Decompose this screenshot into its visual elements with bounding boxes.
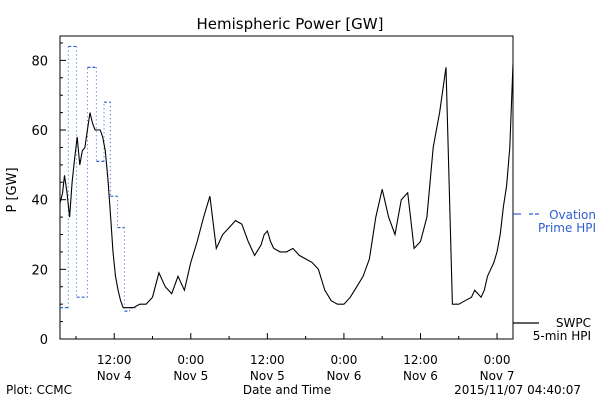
legend-ovation-label-1: Ovation xyxy=(549,208,596,222)
x-tick-time: 12:00 xyxy=(250,353,285,367)
legend-swpc-label-1: SWPC xyxy=(556,316,591,330)
swpc-series-line xyxy=(59,63,514,309)
y-tick-label: 60 xyxy=(31,124,48,139)
y-tick-label: 0 xyxy=(40,333,48,348)
x-tick-time: 12:00 xyxy=(403,353,438,367)
x-tick-time: 12:00 xyxy=(97,353,132,367)
legend-swpc-label-2: 5-min HPI xyxy=(533,329,591,343)
y-axis-label: P [GW] xyxy=(5,167,20,212)
x-tick-date: Nov 6 xyxy=(403,369,438,383)
x-tick-date: Nov 5 xyxy=(173,369,208,383)
x-tick-date: Nov 4 xyxy=(97,369,132,383)
x-tick-date: Nov 6 xyxy=(326,369,361,383)
plot-frame xyxy=(59,35,514,340)
series-layer xyxy=(59,45,514,312)
chart-title: Hemispheric Power [GW] xyxy=(197,15,384,33)
footer-timestamp: 2015/11/07 04:40:07 xyxy=(454,383,581,397)
x-tick-date: Nov 7 xyxy=(480,369,515,383)
y-tick-label: 40 xyxy=(31,194,48,209)
x-axis-label: Date and Time xyxy=(243,383,331,397)
x-tick-time: 0:00 xyxy=(330,353,357,367)
footer-plot-credit: Plot: CCMC xyxy=(6,383,72,397)
y-axis-ticks: 0 20 40 60 80 xyxy=(31,42,66,348)
x-tick-time: 0:00 xyxy=(484,353,511,367)
y-tick-label: 20 xyxy=(31,263,48,278)
x-tick-time: 0:00 xyxy=(177,353,204,367)
x-tick-date: Nov 5 xyxy=(250,369,285,383)
y-tick-label: 80 xyxy=(31,54,48,69)
x-axis-ticks: 12:00 Nov 4 0:00 Nov 5 12:00 Nov 5 0:00 Nov 6 12… xyxy=(75,333,515,383)
legend-ovation-label-2: Prime HPI xyxy=(538,221,596,235)
